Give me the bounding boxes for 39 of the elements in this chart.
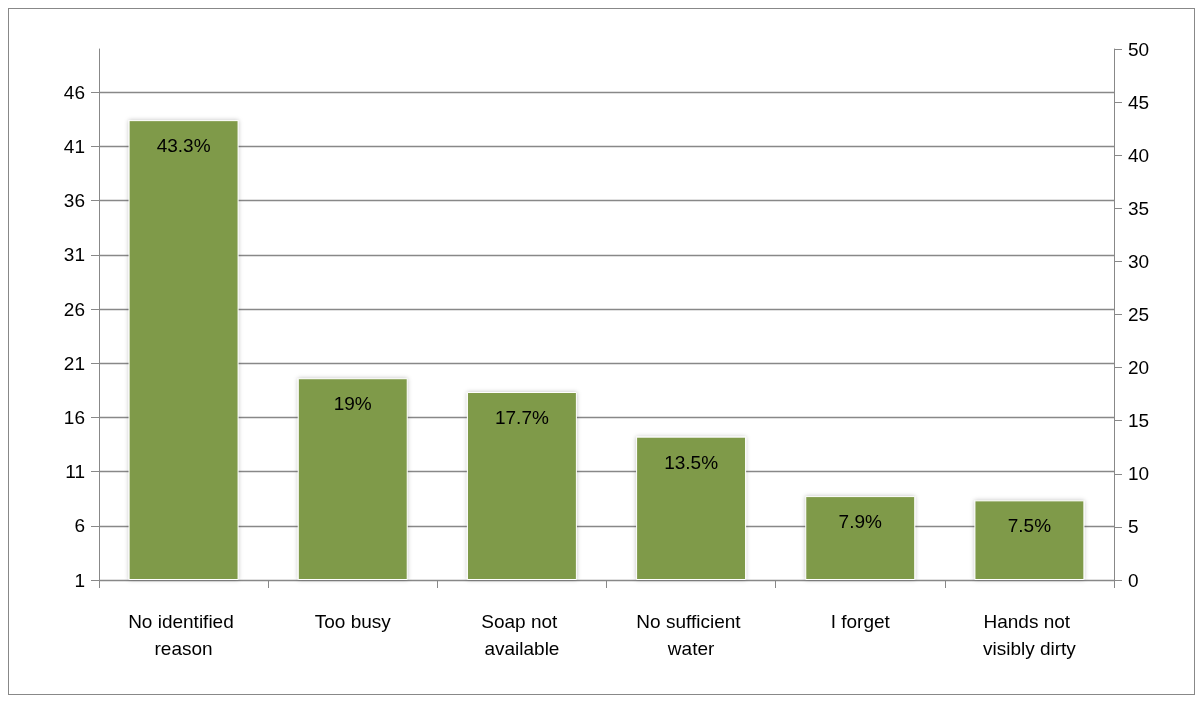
x-tick-label: No identified reason (128, 611, 240, 659)
y2-tick-label: 30 (1128, 250, 1150, 272)
x-tick-label: No sufficient water (636, 611, 746, 659)
y2-tick-label: 0 (1128, 569, 1139, 591)
data-label: 17.7% (494, 407, 549, 429)
y-tick-label: 36 (63, 190, 85, 212)
x-tick-label: I forget (830, 611, 891, 632)
bar (974, 500, 1085, 580)
y-tick-label: 1 (74, 569, 85, 591)
y2-tick-label: 20 (1128, 357, 1150, 379)
y2-tick-label: 45 (1128, 91, 1150, 113)
data-label: 43.3% (156, 135, 211, 157)
data-label: 7.5% (1007, 515, 1052, 537)
x-tick-label: Too busy (314, 611, 392, 632)
y-tick-label: 46 (63, 81, 85, 103)
y2-tick-label: 50 (1128, 38, 1150, 60)
y-tick-label: 6 (74, 515, 85, 537)
y2-tick-label: 5 (1128, 516, 1139, 538)
y-tick-label: 26 (63, 298, 85, 320)
data-label: 19% (333, 393, 372, 415)
y2-tick-label: 10 (1128, 463, 1150, 485)
y2-tick-label: 15 (1128, 410, 1150, 432)
bar (297, 378, 408, 580)
data-label: 7.9% (838, 511, 883, 533)
x-tick-label: Hands not visibly dirty (982, 611, 1077, 659)
bar (636, 436, 747, 580)
y2-tick-label: 25 (1128, 304, 1150, 325)
y-tick-label: 16 (63, 406, 85, 428)
bar (805, 496, 916, 580)
y-tick-label: 11 (65, 461, 85, 483)
y-tick-label: 31 (63, 244, 85, 266)
data-label: 13.5% (664, 451, 719, 473)
y2-tick-label: 40 (1128, 144, 1150, 166)
y-tick-label: 41 (63, 136, 85, 158)
bar (466, 392, 577, 580)
bar (128, 120, 239, 580)
y2-tick-label: 35 (1128, 197, 1150, 219)
y-tick-label: 21 (63, 352, 85, 374)
x-tick-label: Soap not available (481, 611, 563, 659)
